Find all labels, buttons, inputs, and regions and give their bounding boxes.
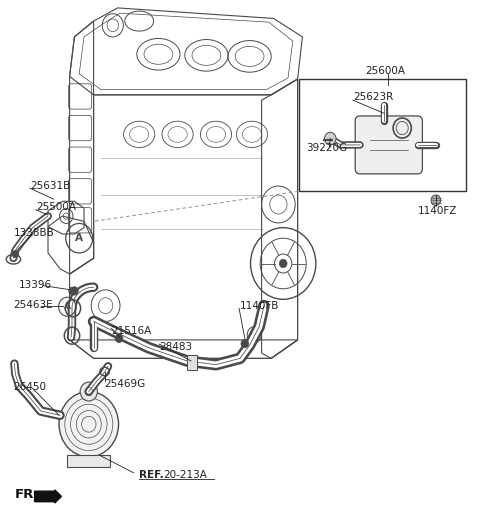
Text: REF.: REF. bbox=[139, 471, 164, 480]
FancyArrow shape bbox=[35, 490, 61, 503]
Text: A: A bbox=[64, 302, 71, 311]
Text: 25600A: 25600A bbox=[365, 66, 405, 76]
Text: 21516A: 21516A bbox=[111, 326, 152, 336]
Text: 39220G: 39220G bbox=[306, 143, 347, 152]
Text: 25469G: 25469G bbox=[105, 379, 146, 388]
Text: 1140FB: 1140FB bbox=[240, 301, 279, 310]
Circle shape bbox=[69, 287, 75, 295]
Circle shape bbox=[71, 287, 78, 295]
Circle shape bbox=[115, 334, 123, 343]
FancyBboxPatch shape bbox=[355, 116, 422, 174]
Text: FR.: FR. bbox=[14, 488, 39, 501]
Circle shape bbox=[324, 132, 336, 145]
Text: 20-213A: 20-213A bbox=[163, 471, 207, 480]
Text: 25463E: 25463E bbox=[13, 300, 53, 309]
Text: A: A bbox=[75, 233, 83, 243]
Circle shape bbox=[241, 339, 249, 348]
Text: 25623R: 25623R bbox=[353, 93, 393, 102]
Text: 1140FZ: 1140FZ bbox=[418, 206, 457, 216]
Circle shape bbox=[279, 259, 287, 268]
Text: 25631B: 25631B bbox=[30, 181, 70, 190]
Bar bbox=[187, 355, 197, 370]
Circle shape bbox=[80, 382, 97, 401]
Text: 13396: 13396 bbox=[19, 280, 52, 289]
Circle shape bbox=[12, 250, 19, 258]
Text: 26450: 26450 bbox=[13, 383, 47, 392]
Bar bbox=[67, 455, 110, 467]
Bar bbox=[299, 79, 466, 191]
Text: 28483: 28483 bbox=[159, 342, 192, 352]
Text: 1338BB: 1338BB bbox=[13, 228, 54, 238]
Text: 25500A: 25500A bbox=[36, 202, 76, 212]
Circle shape bbox=[431, 195, 441, 206]
Circle shape bbox=[59, 392, 119, 457]
